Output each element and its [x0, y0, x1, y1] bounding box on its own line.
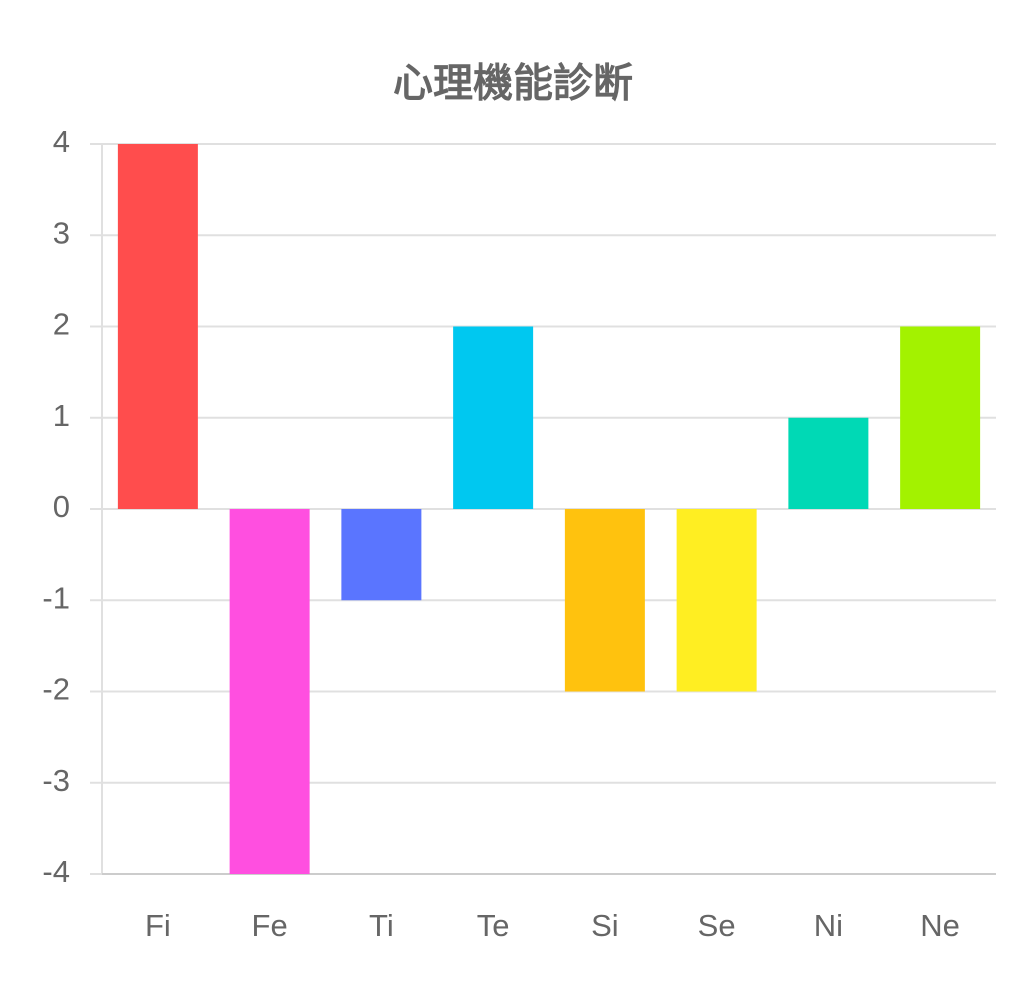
- x-tick-label: Ne: [920, 908, 960, 943]
- bar: [341, 509, 422, 601]
- y-tick-label: 4: [53, 124, 70, 159]
- bar: [453, 326, 534, 509]
- y-tick-label: 0: [53, 489, 70, 524]
- y-tick-label: -4: [42, 854, 70, 889]
- x-tick-label: Ti: [369, 908, 394, 943]
- x-tick-label: Si: [591, 908, 619, 943]
- bar: [788, 417, 869, 509]
- bar: [117, 144, 198, 509]
- x-tick-label: Se: [698, 908, 736, 943]
- y-tick-label: 1: [53, 398, 70, 433]
- bar: [564, 509, 645, 692]
- chart-title: 心理機能診断: [393, 62, 633, 106]
- x-tick-label: Te: [477, 908, 510, 943]
- bar: [229, 509, 310, 874]
- y-tick-label: 3: [53, 215, 70, 250]
- x-tick-label: Fi: [145, 908, 171, 943]
- y-tick-label: -3: [42, 763, 70, 798]
- bar: [676, 509, 757, 692]
- y-tick-label: -2: [42, 672, 70, 707]
- bar: [900, 326, 981, 509]
- y-tick-label: -1: [42, 580, 70, 615]
- y-tick-label: 2: [53, 307, 70, 342]
- x-tick-label: Ni: [814, 908, 843, 943]
- x-tick-label: Fe: [252, 908, 288, 943]
